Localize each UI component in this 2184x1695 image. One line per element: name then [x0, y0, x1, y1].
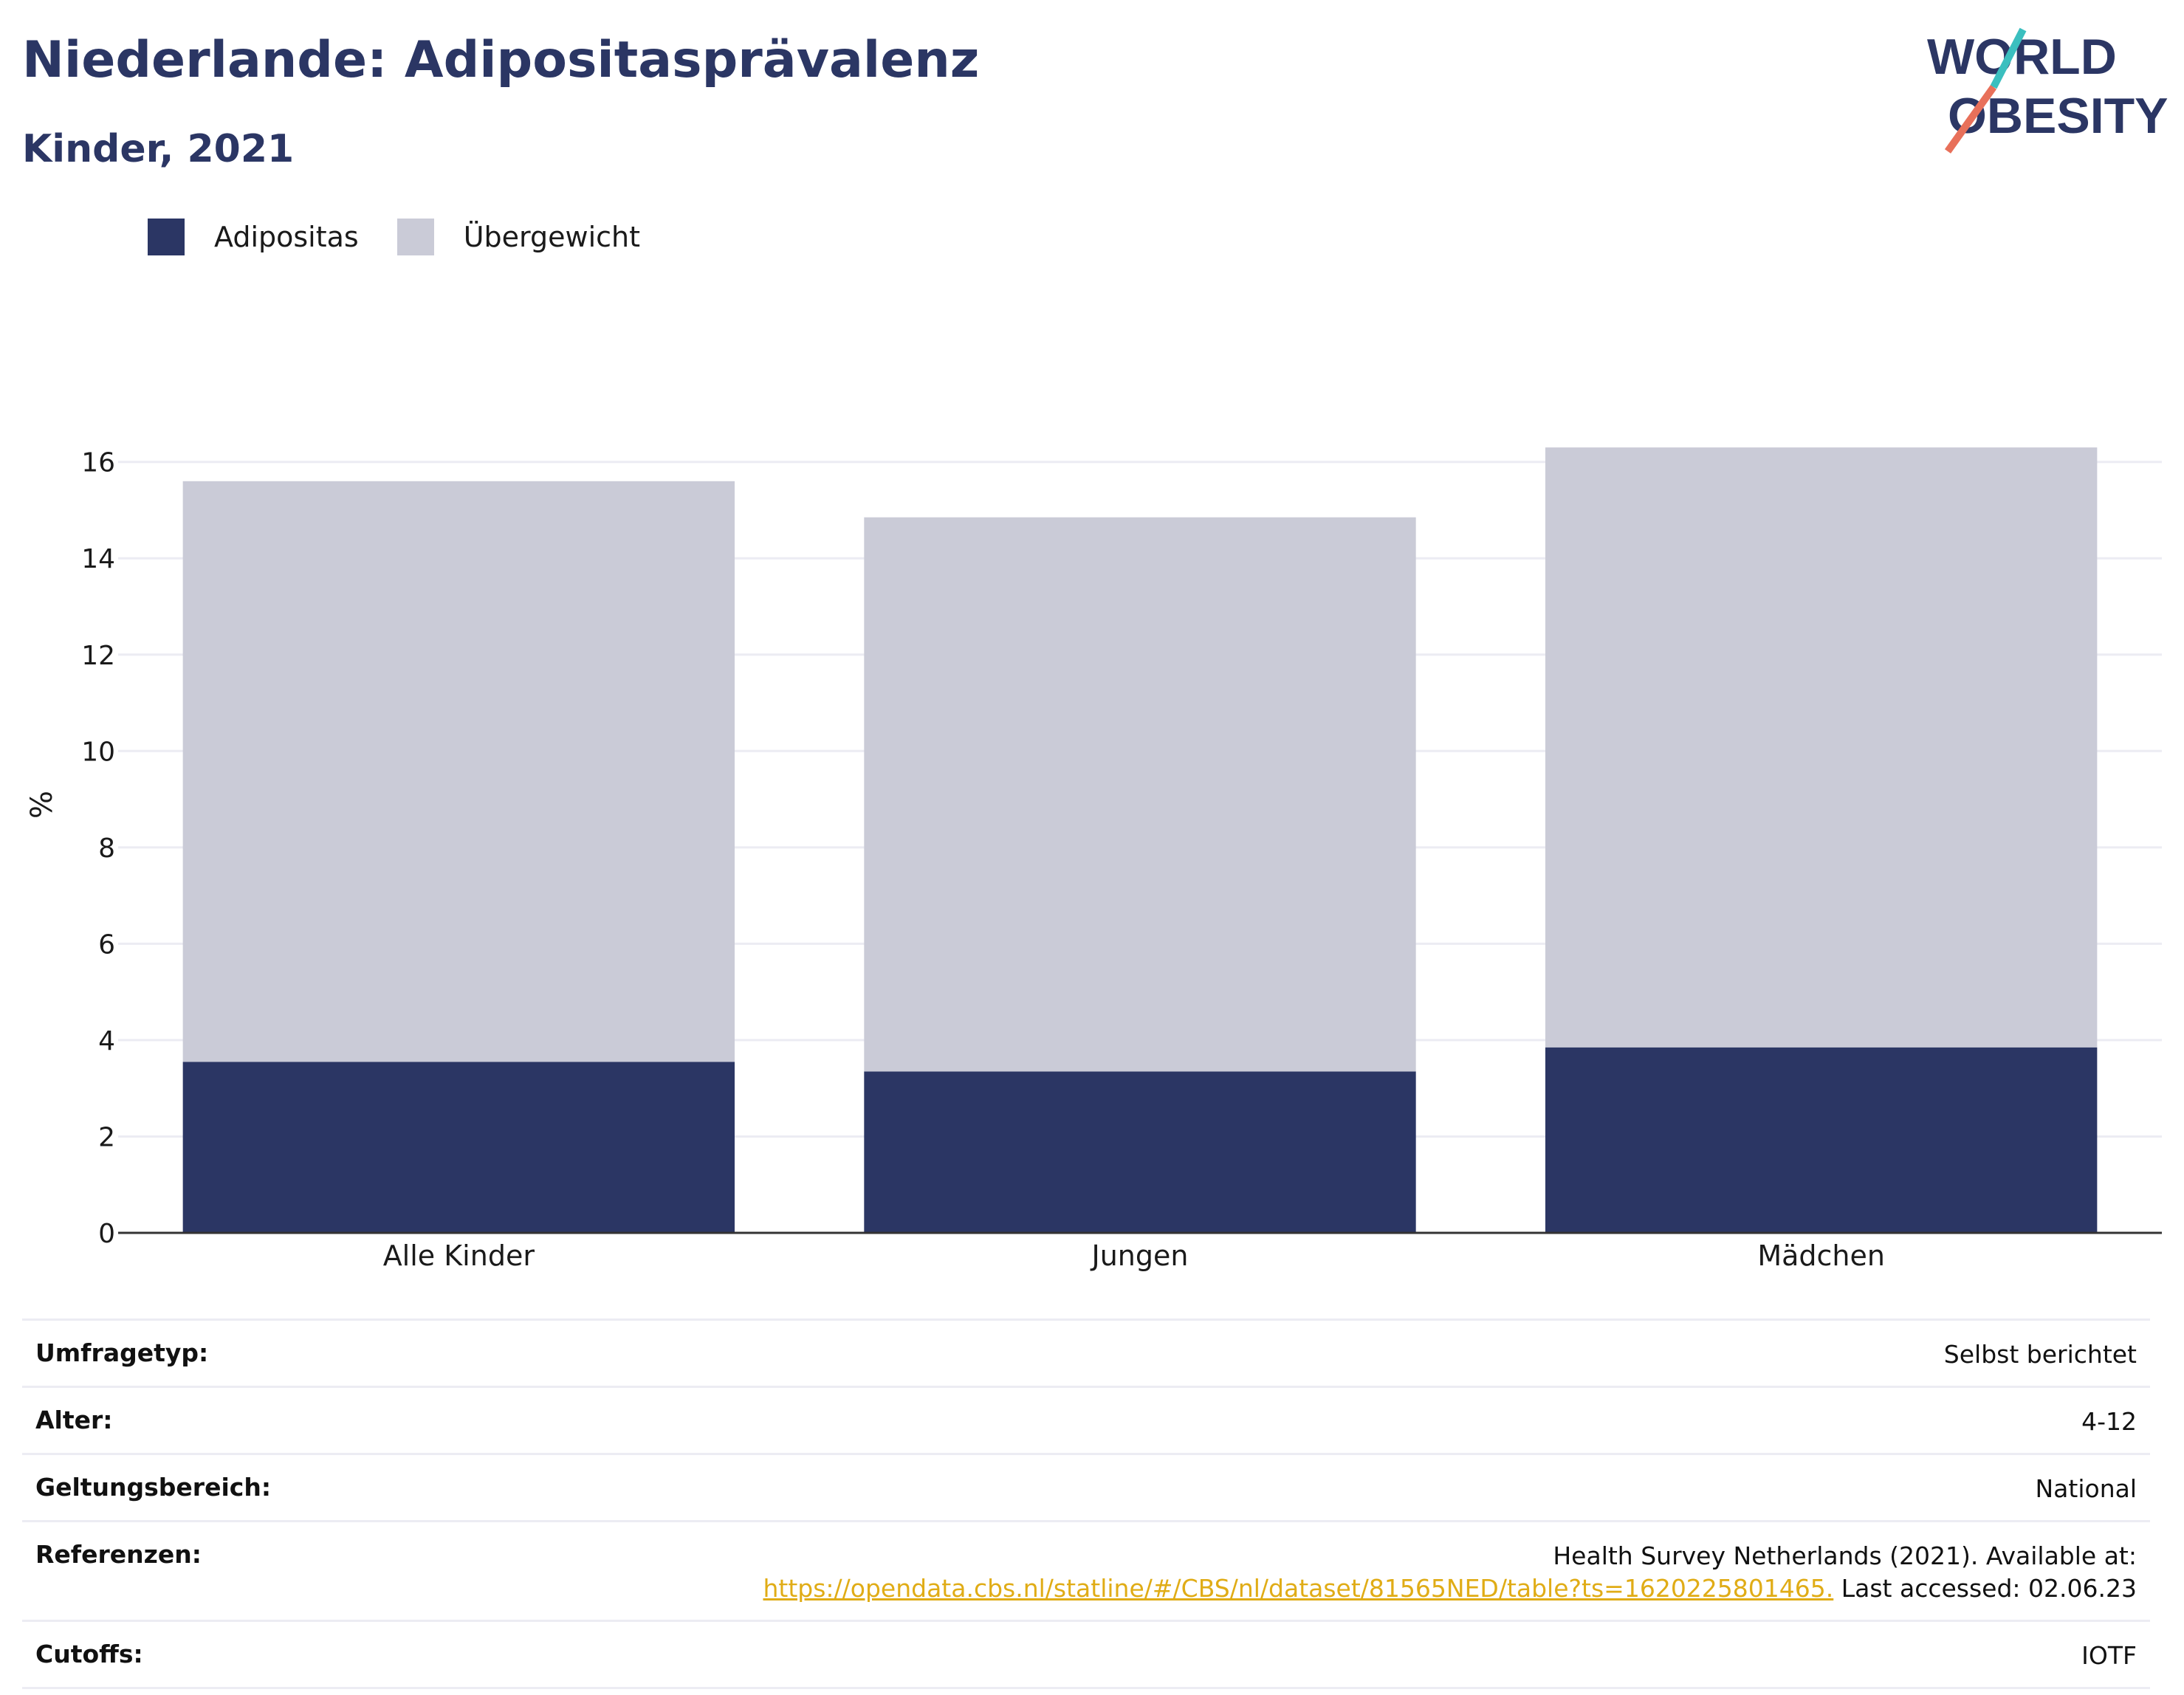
meta-value-references: Health Survey Netherlands (2021). Availa… [763, 1540, 2137, 1605]
x-tick-label: Jungen [1091, 1240, 1189, 1272]
bar-overweight [1545, 447, 2098, 1048]
reference-link[interactable]: https://opendata.cbs.nl/statline/#/CBS/n… [763, 1574, 1834, 1603]
legend-label-overweight: Übergewicht [463, 221, 640, 253]
page-subtitle: Kinder, 2021 [22, 127, 295, 171]
y-tick-label: 8 [98, 833, 115, 864]
bar-obesity [1545, 1047, 2098, 1233]
reference-accessed: Last accessed: 02.06.23 [1833, 1574, 2137, 1603]
y-tick-label: 6 [98, 929, 115, 960]
y-tick-label: 16 [81, 448, 115, 478]
meta-row-cutoffs: Cutoffs: IOTF [22, 1620, 2150, 1689]
y-tick-label: 14 [81, 544, 115, 574]
meta-value: National [2035, 1474, 2137, 1503]
x-tick-label: Alle Kinder [383, 1240, 535, 1272]
legend-item-obesity[interactable]: Adipositas [148, 219, 359, 255]
bar-overweight [182, 481, 735, 1062]
y-axis-label: % [25, 791, 59, 819]
meta-row-scope: Geltungsbereich: National [22, 1453, 2150, 1520]
meta-row-survey-type: Umfragetyp: Selbst berichtet [22, 1318, 2150, 1386]
meta-key: Geltungsbereich: [35, 1473, 272, 1502]
meta-key: Referenzen: [35, 1540, 202, 1569]
meta-row-age: Alter: 4-12 [22, 1386, 2150, 1453]
bar-overweight [864, 517, 1416, 1072]
bar-obesity [864, 1071, 1416, 1233]
legend-label-obesity: Adipositas [214, 221, 359, 253]
world-obesity-logo: WORLD OBESITY [1927, 27, 2168, 154]
chart-legend: Adipositas Übergewicht [148, 219, 679, 255]
stacked-bar-chart: 0 2 4 6 8 10 12 14 16% Alle Kinder Jungen Mädchen [25, 447, 2162, 1272]
x-tick-label: Mädchen [1757, 1240, 1885, 1272]
y-tick-label: 4 [98, 1026, 115, 1056]
meta-key: Umfragetyp: [35, 1338, 209, 1367]
page-title: Niederlande: Adipositasprävalenz [22, 31, 980, 89]
y-tick-label: 12 [81, 641, 115, 671]
meta-value: 4-12 [2081, 1407, 2137, 1436]
legend-swatch-overweight [396, 219, 434, 255]
legend-item-overweight[interactable]: Übergewicht [396, 219, 640, 255]
bar-obesity [182, 1062, 735, 1233]
y-tick-label: 10 [81, 737, 115, 767]
legend-swatch-obesity [148, 219, 185, 255]
survey-details-table: Umfragetyp: Selbst berichtet Alter: 4-12… [22, 1318, 2150, 1689]
meta-key: Cutoffs: [35, 1640, 143, 1668]
y-tick-label: 2 [98, 1122, 115, 1152]
meta-value: Selbst berichtet [1943, 1340, 2137, 1369]
y-tick-label: 0 [98, 1219, 115, 1249]
meta-value: IOTF [2081, 1641, 2137, 1670]
reference-text: Health Survey Netherlands (2021). Availa… [1553, 1541, 2137, 1570]
meta-key: Alter: [35, 1406, 113, 1434]
meta-row-references: Referenzen: Health Survey Netherlands (2… [22, 1520, 2150, 1620]
